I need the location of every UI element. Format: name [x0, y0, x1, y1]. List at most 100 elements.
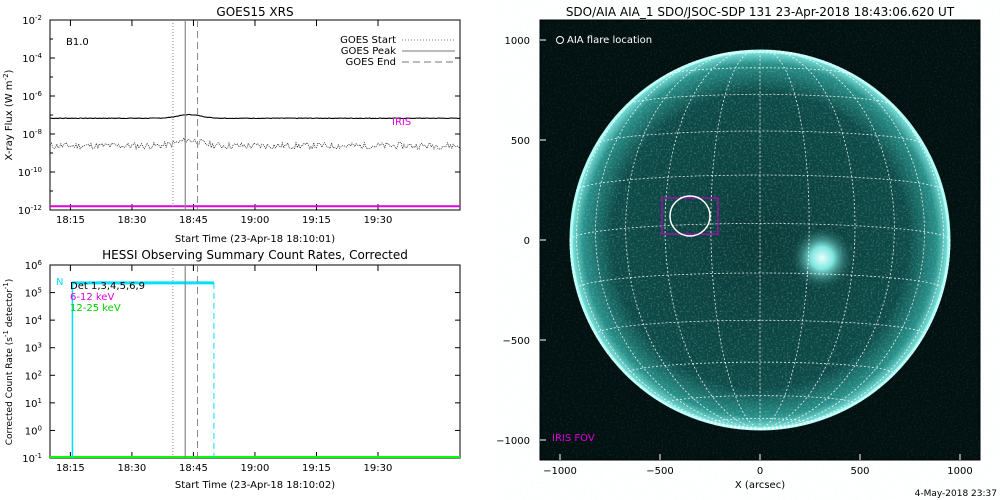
goes-ytick-label-3: 10-8	[22, 128, 42, 141]
goes-y-axis: 10-2 10-4 10-6 10-8 10-10 10-12	[18, 14, 460, 217]
hessi-ylabel-sup1: -1	[2, 330, 10, 337]
goes-xtick-label-5: 19:30	[364, 215, 393, 226]
goes-x-axis: 18:15 18:30 18:45 19:00 19:15 19:30	[56, 20, 392, 226]
goes-xtick-label-1: 18:30	[118, 215, 147, 226]
aia-xtick-label-3: 500	[850, 466, 869, 477]
goes-ytick-label-2: 10-6	[22, 90, 42, 103]
aia-title: SDO/AIA AIA_1 SDO/JSOC-SDP 131 23-Apr-20…	[566, 5, 955, 19]
aia-xtick-label-2: 0	[757, 466, 763, 477]
goes-ylabel: X-ray Flux (W m-2)	[2, 69, 15, 160]
goes-legend-end: GOES End	[346, 57, 396, 68]
heliographic-grid	[569, 49, 951, 430]
goes-ytick-label-1: 10-4	[22, 52, 42, 65]
hessi-ylabel-text: Corrected Count Rate (s	[5, 337, 15, 446]
iris-fov-label: IRIS FOV	[552, 433, 595, 444]
hessi-legend-det: Det 1,3,4,5,6,9	[70, 281, 145, 292]
hessi-ytick-label-5: 101	[25, 397, 42, 410]
hessi-ytick-label-4: 102	[25, 369, 42, 382]
grid-parallel	[576, 174, 944, 191]
hessi-ylabel: Corrected Count Rate (s-1 detector-1)	[2, 279, 15, 446]
hessi-ytick-label-2: 104	[25, 314, 43, 327]
hessi-ytick-label-0: 106	[25, 259, 43, 272]
grid-parallel	[595, 130, 925, 145]
goes-legend-peak: GOES Peak	[341, 46, 396, 57]
hessi-ylabel-mid: detector	[5, 289, 15, 330]
hessi-legend-12-25: 12-25 keV	[70, 303, 121, 314]
goes-ytick-label-0: 10-2	[22, 14, 42, 27]
flare-location-circle	[669, 195, 711, 237]
timestamp-footer: 4-May-2018 23:37	[915, 489, 997, 499]
grid-meridian	[759, 51, 925, 430]
grid-parallel	[625, 361, 895, 374]
hessi-legend: Det 1,3,4,5,6,9 6-12 keV 12-25 keV	[70, 281, 145, 314]
goes-legend-start: GOES Start	[340, 35, 396, 46]
grid-meridian	[759, 60, 944, 430]
hessi-event-lines	[172, 265, 199, 458]
goes-ytick-label-4: 10-10	[18, 166, 42, 179]
grid-meridian	[759, 50, 895, 430]
aia-panel: SDO/AIA AIA_1 SDO/JSOC-SDP 131 23-Apr-20…	[496, 5, 981, 491]
aia-x-axis: −1000 −500 0 500 1000	[543, 454, 973, 477]
goes-plot-frame	[49, 19, 461, 211]
active-region-glow	[789, 225, 855, 291]
hessi-ytick-label-1: 105	[25, 287, 42, 300]
grid-parallel	[666, 67, 854, 75]
hessi-legend-6-12: 6-12 keV	[70, 292, 114, 303]
goes-iris-label: IRIS	[392, 117, 411, 128]
goes-title: GOES15 XRS	[216, 5, 293, 19]
grid-parallel	[710, 418, 810, 424]
grid-meridian	[569, 239, 761, 430]
grid-meridian	[595, 51, 761, 430]
flare-legend-label: AIA flare location	[567, 35, 652, 46]
aia-xtick-label-1: −500	[646, 466, 673, 477]
aia-ytick-label-3: 500	[511, 136, 530, 147]
aia-y-axis: −1000 −500 0 500 1000	[496, 36, 546, 447]
goes-ylabel-tail: )	[4, 69, 15, 73]
hessi-xtick-label-2: 18:45	[179, 463, 208, 474]
goes-event-lines	[172, 20, 199, 210]
goes-ylabel-sup: -2	[2, 73, 10, 80]
hessi-xlabel: Start Time (23-Apr-18 18:10:02)	[175, 480, 335, 491]
grid-meridian	[576, 60, 761, 430]
hessi-ytick-label-6: 100	[25, 424, 42, 437]
grid-meridian	[664, 49, 761, 430]
aia-xtick-label-0: −1000	[543, 466, 577, 477]
goes-long-channel-line	[50, 113, 461, 120]
goes-series-layer	[49, 113, 461, 208]
goes-ylabel-text: X-ray Flux (W m	[4, 80, 15, 160]
goes-class-label: B1.0	[66, 37, 89, 48]
hessi-xtick-label-4: 19:15	[302, 463, 331, 474]
hessi-ylabel-tail: )	[5, 279, 15, 283]
hessi-title: HESSI Observing Summary Count Rates, Cor…	[102, 248, 408, 262]
hessi-series-layer	[50, 281, 460, 458]
goes-xtick-label-3: 19:00	[241, 215, 270, 226]
hessi-ytick-label-3: 103	[25, 342, 42, 355]
hessi-ylabel-sup2: -1	[2, 282, 10, 289]
hessi-xtick-label-5: 19:30	[364, 463, 393, 474]
aia-xtick-label-4: 1000	[947, 466, 972, 477]
hessi-y-axis: 106 105 104 103 102 101 100 10-1	[22, 259, 460, 465]
hessi-xtick-label-3: 19:00	[241, 463, 270, 474]
aia-ytick-label-4: 1000	[505, 36, 530, 47]
hessi-n-label: N	[56, 277, 63, 288]
aia-xlabel: X (arcsec)	[735, 480, 785, 491]
goes-short-channel-line	[49, 136, 461, 151]
aia-ytick-label-0: −1000	[496, 436, 530, 447]
hessi-xtick-label-0: 18:15	[56, 463, 85, 474]
goes-panel: GOES15 XRS 10-2 10-4 10-6 10-8 10-10 10-12 18…	[2, 5, 461, 245]
grid-meridian	[759, 239, 951, 430]
grid-meridian	[759, 49, 810, 430]
aia-ytick-label-1: −500	[503, 336, 530, 347]
goes-ytick-label-5: 10-12	[18, 204, 42, 217]
flare-legend-icon	[556, 36, 564, 44]
hessi-xtick-label-1: 18:30	[117, 463, 146, 474]
goes-xtick-label-4: 19:15	[302, 215, 331, 226]
hessi-panel: HESSI Observing Summary Count Rates, Cor…	[2, 248, 461, 491]
grid-meridian	[625, 50, 761, 430]
grid-meridian	[759, 49, 856, 430]
goes-legend: GOES Start GOES Peak GOES End	[340, 35, 455, 68]
iris-fov-box	[661, 197, 719, 235]
goes-xtick-label-0: 18:15	[56, 215, 85, 226]
goes-xtick-label-2: 18:45	[179, 215, 208, 226]
